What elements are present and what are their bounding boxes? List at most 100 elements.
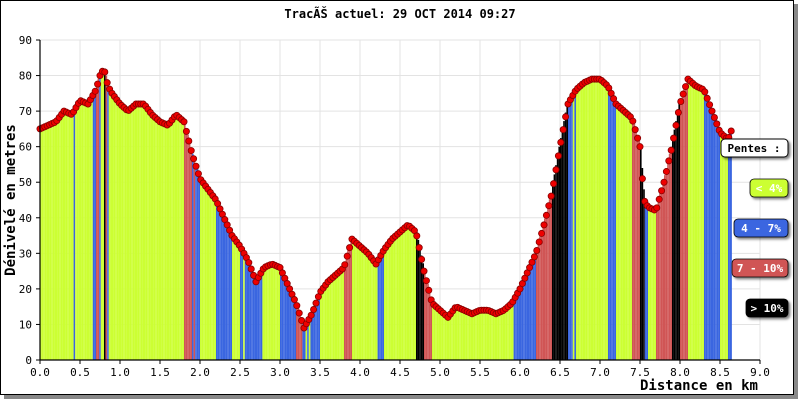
- slope-bar-405: [688, 79, 690, 360]
- slope-bar-378: [644, 201, 647, 360]
- slope-bar-19: [70, 113, 72, 360]
- slope-bar-340: [584, 81, 586, 360]
- slope-bar-283: [492, 312, 495, 360]
- slope-bar-395: [672, 138, 674, 360]
- elevation-point-129: [346, 244, 354, 252]
- slope-bar-96: [193, 158, 196, 360]
- slope-bar-229: [406, 224, 408, 360]
- slope-bar-272: [475, 311, 477, 360]
- slope-bar-321: [553, 174, 556, 360]
- slope-bar-377: [643, 189, 645, 360]
- slope-bar-195: [352, 239, 354, 360]
- slope-bar-236: [417, 239, 420, 360]
- slope-bar-307: [531, 260, 533, 360]
- elevation-point-219: [562, 113, 570, 121]
- slope-bar-281: [489, 310, 492, 360]
- slope-bar-390: [664, 175, 666, 360]
- elevation-point-108: [295, 309, 303, 317]
- slope-bar-36: [97, 78, 100, 361]
- elevation-point-260: [660, 178, 668, 186]
- legend-swatch-0: [749, 178, 789, 198]
- slope-bar-91: [185, 128, 188, 360]
- elevation-point-215: [552, 166, 560, 174]
- slope-bar-429: [726, 138, 728, 360]
- slope-bar-430: [728, 135, 730, 360]
- slope-bar-330: [568, 101, 570, 361]
- slope-bar-81: [169, 121, 172, 360]
- slope-bar-371: [633, 123, 636, 361]
- slope-bar-98: [196, 168, 199, 360]
- slope-bar-53: [124, 108, 127, 361]
- elevation-point-251: [638, 175, 646, 183]
- slope-bar-211: [377, 258, 380, 360]
- slope-bar-233: [412, 229, 415, 360]
- slope-bar-174: [318, 292, 320, 360]
- x-tick-label-6: 3.0: [270, 366, 290, 379]
- slope-bar-315: [544, 218, 546, 360]
- slope-bar-353: [604, 83, 607, 360]
- slope-bar-386: [657, 199, 660, 360]
- slope-bar-110: [216, 200, 218, 360]
- slope-bar-169: [310, 313, 312, 360]
- slope-bar-413: [700, 88, 703, 360]
- slope-bar-137: [259, 273, 261, 360]
- slope-bar-277: [483, 310, 485, 360]
- slope-bar-219: [390, 239, 392, 360]
- slope-bar-406: [689, 80, 692, 361]
- slope-bar-414: [702, 89, 704, 361]
- slope-bar-6: [49, 123, 52, 361]
- x-tick-label-9: 4.5: [390, 366, 410, 379]
- slope-bar-425: [720, 132, 722, 360]
- elevation-point-66: [194, 170, 202, 178]
- slope-bar-403: [684, 84, 687, 360]
- elevation-point-211: [542, 211, 550, 219]
- slope-bar-423: [716, 123, 719, 361]
- slope-bar-71: [153, 116, 156, 360]
- slope-bar-207: [371, 257, 373, 360]
- elevation-point-218: [559, 126, 567, 134]
- slope-bar-271: [473, 312, 476, 360]
- y-tick-label-9: 90: [19, 34, 32, 47]
- slope-bar-415: [704, 89, 706, 361]
- slope-bar-279: [486, 310, 488, 360]
- slope-bar-16: [65, 111, 68, 360]
- slope-bar-23: [76, 103, 79, 361]
- slope-bar-10: [56, 119, 58, 361]
- slope-bar-155: [288, 285, 290, 360]
- slope-bar-138: [260, 270, 263, 360]
- slope-bar-0: [40, 128, 42, 360]
- slope-bar-389: [662, 182, 664, 360]
- slope-bar-77: [163, 123, 165, 360]
- slope-bar-420: [712, 111, 714, 360]
- slope-bar-381: [649, 207, 652, 360]
- chart-frame-shadow: [794, 4, 798, 396]
- slope-bar-105: [208, 189, 210, 360]
- slope-bar-167: [307, 319, 309, 360]
- elevation-point-212: [545, 202, 553, 210]
- slope-bar-342: [587, 80, 589, 361]
- slope-bar-15: [64, 111, 66, 360]
- elevation-point-262: [665, 157, 673, 165]
- slope-bar-424: [718, 128, 720, 360]
- slope-bar-67: [147, 108, 149, 361]
- slope-bar-100: [200, 178, 202, 360]
- slope-bar-354: [606, 84, 608, 361]
- elevation-point-208: [535, 238, 543, 246]
- slope-bar-171: [313, 305, 316, 360]
- slope-bar-3: [44, 126, 47, 361]
- slope-bar-361: [617, 105, 620, 360]
- y-tick-labels: 0 10 20 30 40 50 60 70 80 90: [19, 34, 32, 367]
- slope-bar-175: [320, 290, 322, 360]
- slope-bar-292: [507, 305, 509, 360]
- slope-bar-234: [414, 230, 416, 360]
- elevation-point-114: [310, 306, 318, 314]
- elevation-point-160: [420, 267, 428, 275]
- elevation-point-267: [677, 98, 685, 106]
- slope-bar-102: [203, 182, 205, 360]
- elevation-point-217: [557, 138, 565, 146]
- slope-bar-264: [462, 309, 464, 360]
- elevation-point-258: [655, 195, 663, 203]
- elevation-point-263: [667, 146, 675, 154]
- elevation-point-279: [706, 101, 714, 109]
